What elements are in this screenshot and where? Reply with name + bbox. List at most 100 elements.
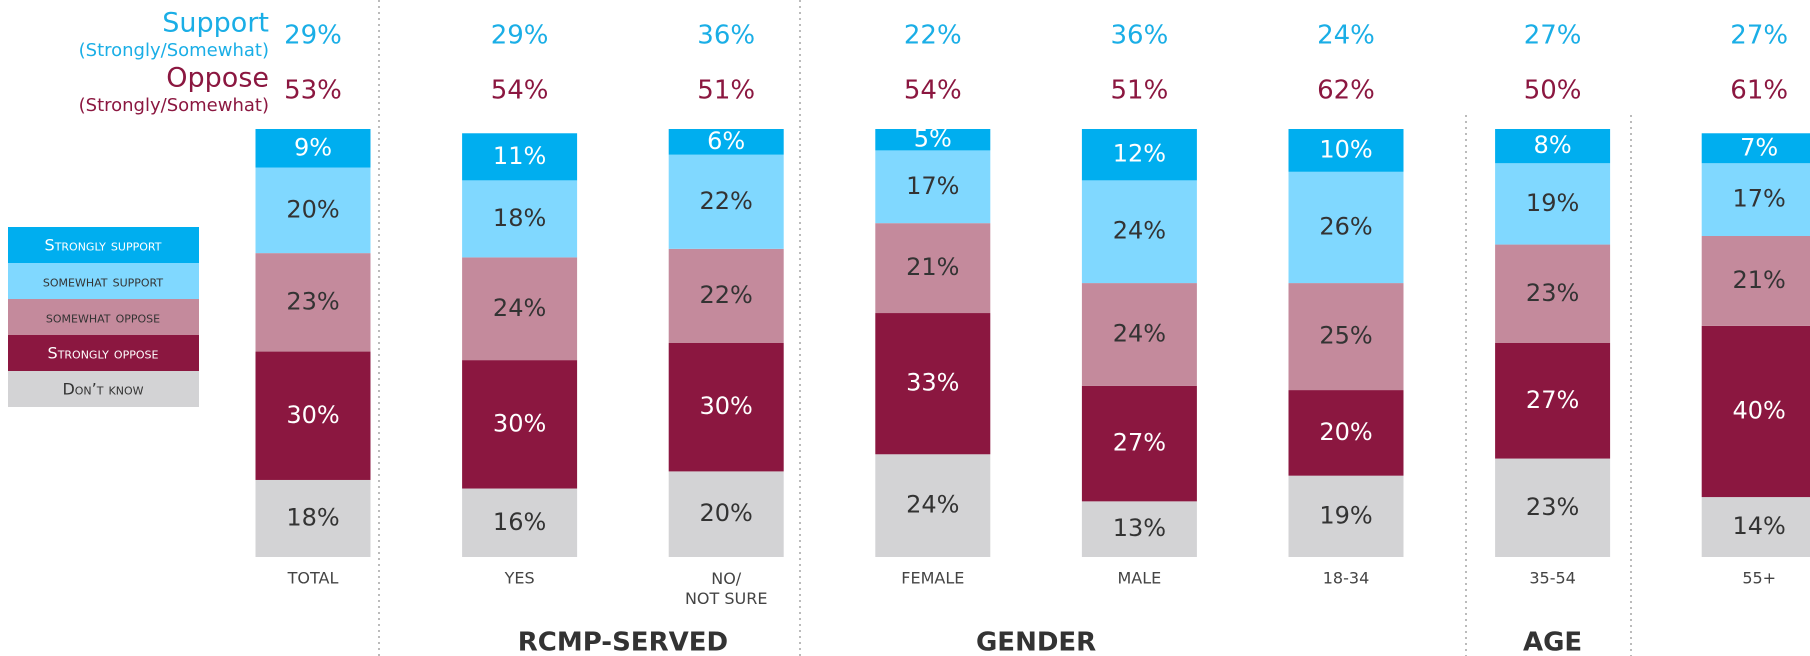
segment-label: 8% [1534, 131, 1572, 159]
support-value: 27% [1730, 21, 1788, 51]
support-value: 36% [697, 21, 755, 51]
support-value: 29% [491, 21, 549, 51]
bar-segment [1495, 163, 1611, 245]
bar-segment [1288, 283, 1404, 391]
oppose-value: 54% [491, 76, 549, 106]
support-value: 36% [1111, 21, 1169, 51]
segment-label: 26% [1319, 212, 1372, 240]
bar-segment [875, 150, 991, 224]
bar-segment [1701, 325, 1810, 498]
bar-segment [462, 133, 578, 181]
bar-segment [1081, 129, 1197, 181]
bar-segment [1288, 129, 1404, 172]
legend-label: Don’t know [62, 380, 143, 399]
group-label: GENDER [976, 628, 1096, 656]
bar-segment [1081, 501, 1197, 557]
segment-label: 6% [707, 127, 745, 155]
segment-label: 40% [1733, 396, 1786, 424]
legend-swatch [8, 299, 199, 335]
bar-segment [1288, 475, 1404, 557]
group-label: AGE [1523, 628, 1582, 656]
x-tick-label: FEMALE [901, 569, 964, 588]
segment-label: 11% [493, 142, 546, 170]
bar-segment [875, 313, 991, 455]
segment-label: 22% [700, 281, 753, 309]
bar-segment [255, 351, 371, 480]
segment-label: 23% [286, 287, 339, 315]
bar-segment [1701, 236, 1810, 326]
support-label: Support [162, 8, 269, 39]
legend-label: somewhat support [43, 272, 164, 291]
bar-segment [875, 129, 991, 151]
segment-label: 27% [1526, 386, 1579, 414]
legend-label: somewhat oppose [46, 308, 160, 327]
support-value: 27% [1524, 21, 1582, 51]
bar-segment [1701, 497, 1810, 557]
oppose-value: 51% [1111, 76, 1169, 106]
bar-segment [1701, 133, 1810, 164]
bar-segment [1495, 458, 1611, 557]
segment-label: 24% [1113, 319, 1166, 347]
support-value: 22% [904, 21, 962, 51]
bar-segment [1495, 343, 1611, 459]
segment-label: 5% [914, 125, 952, 153]
bar-segment [668, 343, 784, 472]
segment-label: 20% [1319, 418, 1372, 446]
bar-segment [462, 488, 578, 557]
oppose-value: 62% [1317, 76, 1375, 106]
segment-label: 14% [1733, 512, 1786, 540]
bar-segment [255, 479, 371, 557]
segment-label: 17% [906, 172, 959, 200]
support-value: 24% [1317, 21, 1375, 51]
bar-segment [875, 223, 991, 314]
segment-label: 30% [286, 401, 339, 429]
oppose-label: Oppose [166, 63, 269, 94]
legend-label: Strongly oppose [48, 344, 159, 363]
bar-segment [668, 471, 784, 557]
segment-label: 24% [1113, 217, 1166, 245]
x-tick-label: TOTAL [287, 569, 339, 588]
segment-label: 33% [906, 369, 959, 397]
bar-segment [1081, 180, 1197, 284]
bar-segment [875, 454, 991, 557]
segment-label: 17% [1733, 185, 1786, 213]
oppose-value: 53% [284, 76, 342, 106]
legend-swatch [8, 335, 199, 371]
bar-segment [255, 167, 371, 254]
bar-segment [668, 154, 784, 249]
legend-swatch [8, 227, 199, 263]
x-tick-label: 18-34 [1323, 569, 1370, 588]
bar-segment [1081, 385, 1197, 502]
segment-label: 18% [493, 204, 546, 232]
legend-swatch [8, 263, 199, 299]
bar-segment [255, 129, 371, 168]
oppose-value: 54% [904, 76, 962, 106]
segment-label: 10% [1319, 135, 1372, 163]
segment-label: 20% [286, 195, 339, 223]
legend-swatch [8, 371, 199, 407]
segment-label: 21% [1733, 266, 1786, 294]
segment-label: 24% [493, 294, 546, 322]
segment-label: 24% [906, 491, 959, 519]
segment-label: 30% [700, 392, 753, 420]
bar-segment [668, 129, 784, 155]
segment-label: 25% [1319, 322, 1372, 350]
segment-label: 23% [1526, 493, 1579, 521]
support-sublabel: (Strongly/Somewhat) [79, 40, 269, 61]
legend-label: Strongly support [45, 236, 162, 255]
dividers [378, 0, 1632, 656]
bar-segment [462, 257, 578, 361]
bar-segment [1701, 163, 1810, 236]
oppose-value: 61% [1730, 76, 1788, 106]
segment-label: 27% [1113, 429, 1166, 457]
segment-label: 20% [700, 499, 753, 527]
support-value: 29% [284, 21, 342, 51]
x-tick-label: YES [504, 569, 535, 588]
bar-segment [1288, 171, 1404, 284]
bar-segment [1495, 129, 1611, 164]
group-label: RCMP-SERVED [518, 628, 728, 656]
bar-segment [1288, 390, 1404, 476]
x-tick-label: MALE [1118, 569, 1162, 588]
x-tick-label: 35-54 [1529, 569, 1576, 588]
